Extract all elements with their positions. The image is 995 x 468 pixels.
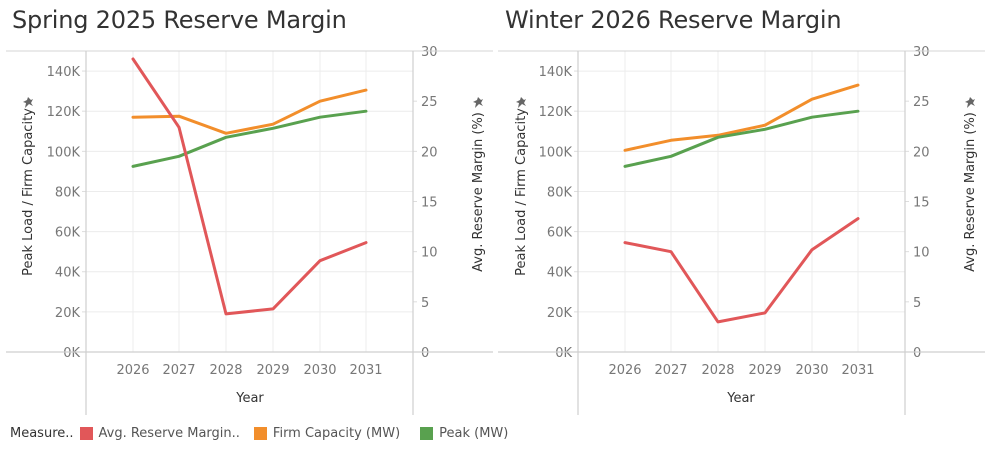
y-tick-label: 80K [55,185,81,200]
y2-axis-title: Avg. Reserve Margin (%) [471,112,486,272]
y2-tick-label: 10 [913,246,930,261]
legend-label-reserve-margin: Avg. Reserve Margin.. [98,426,240,441]
pin-icon [473,97,483,108]
y-tick-label: 120K [539,105,573,120]
x-tick-label: 2031 [841,363,874,378]
y2-tick-label: 25 [421,95,438,110]
legend-swatch-firm-capacity [253,427,267,440]
legend-label-firm-capacity: Firm Capacity (MW) [272,426,401,441]
legend: Measure.. Avg. Reserve Margin.. Firm Cap… [10,426,522,441]
series-line-avg-reserve-margin [131,57,368,316]
y2-tick-label: 20 [421,145,438,160]
legend-header: Measure.. [10,426,74,441]
x-axis-title: Year [726,391,755,406]
y2-tick-label: 15 [421,196,438,211]
x-axis-title: Year [235,391,264,406]
series-line-avg-reserve-margin [623,217,860,324]
y-tick-label: 60K [55,226,81,241]
y-tick-label: 40K [55,266,81,281]
chart-panel-0: 0K 20K 40K 60K 80K 100K 120K 140K 0 5 10 15 20 25 30 20… [6,45,493,415]
x-tick-label: 2026 [608,363,641,378]
y-tick-label: 140K [47,65,81,80]
y2-tick-label: 10 [421,246,438,261]
chart-title-spring: Spring 2025 Reserve Margin [12,6,347,34]
legend-label-peak: Peak (MW) [439,426,509,441]
y2-axis-title: Avg. Reserve Margin (%) [963,112,978,272]
y-tick-label: 0K [63,346,80,361]
x-tick-label: 2029 [748,363,781,378]
y-tick-label: 20K [547,306,573,321]
pin-icon [516,97,526,108]
y2-tick-label: 30 [913,45,930,60]
x-tick-label: 2031 [349,363,382,378]
y-axis-title: Peak Load / Firm Capacity [514,108,529,276]
y-axis-title: Peak Load / Firm Capacity [21,108,36,276]
pin-icon [23,97,33,108]
y2-tick-label: 5 [913,296,921,311]
y2-tick-label: 0 [421,346,429,361]
y2-tick-label: 0 [913,346,921,361]
y-tick-label: 140K [539,65,573,80]
chart-title-winter: Winter 2026 Reserve Margin [505,6,842,34]
x-tick-label: 2028 [701,363,734,378]
x-tick-label: 2027 [162,363,195,378]
y-tick-label: 80K [547,185,573,200]
series-line-peak-mw [623,109,860,168]
series-line-peak-mw [131,109,368,168]
y-tick-label: 100K [539,145,573,160]
y-tick-label: 0K [555,346,572,361]
legend-swatch-peak [420,427,434,440]
chart-panel-1: 0K 20K 40K 60K 80K 100K 120K 140K 0 5 10 15 20 25 30 20… [498,45,985,415]
y-tick-label: 100K [47,145,81,160]
series-line-firm-capacity-mw [623,83,860,152]
y-tick-label: 120K [47,105,81,120]
y2-tick-label: 25 [913,95,930,110]
x-tick-label: 2028 [209,363,242,378]
x-tick-label: 2026 [116,363,149,378]
legend-item-reserve-margin[interactable]: Avg. Reserve Margin.. [79,426,240,441]
y-tick-label: 20K [55,306,81,321]
y2-tick-label: 5 [421,296,429,311]
x-tick-label: 2030 [303,363,336,378]
x-tick-label: 2027 [654,363,687,378]
y2-tick-label: 15 [913,196,930,211]
y2-tick-label: 30 [421,45,438,60]
legend-item-firm-capacity[interactable]: Firm Capacity (MW) [253,426,401,441]
legend-item-peak[interactable]: Peak (MW) [420,426,508,441]
y-tick-label: 40K [547,266,573,281]
pin-icon [965,97,975,108]
x-tick-label: 2030 [795,363,828,378]
y2-tick-label: 20 [913,145,930,160]
x-tick-label: 2029 [256,363,289,378]
y-tick-label: 60K [547,226,573,241]
legend-swatch-reserve-margin [79,427,93,440]
